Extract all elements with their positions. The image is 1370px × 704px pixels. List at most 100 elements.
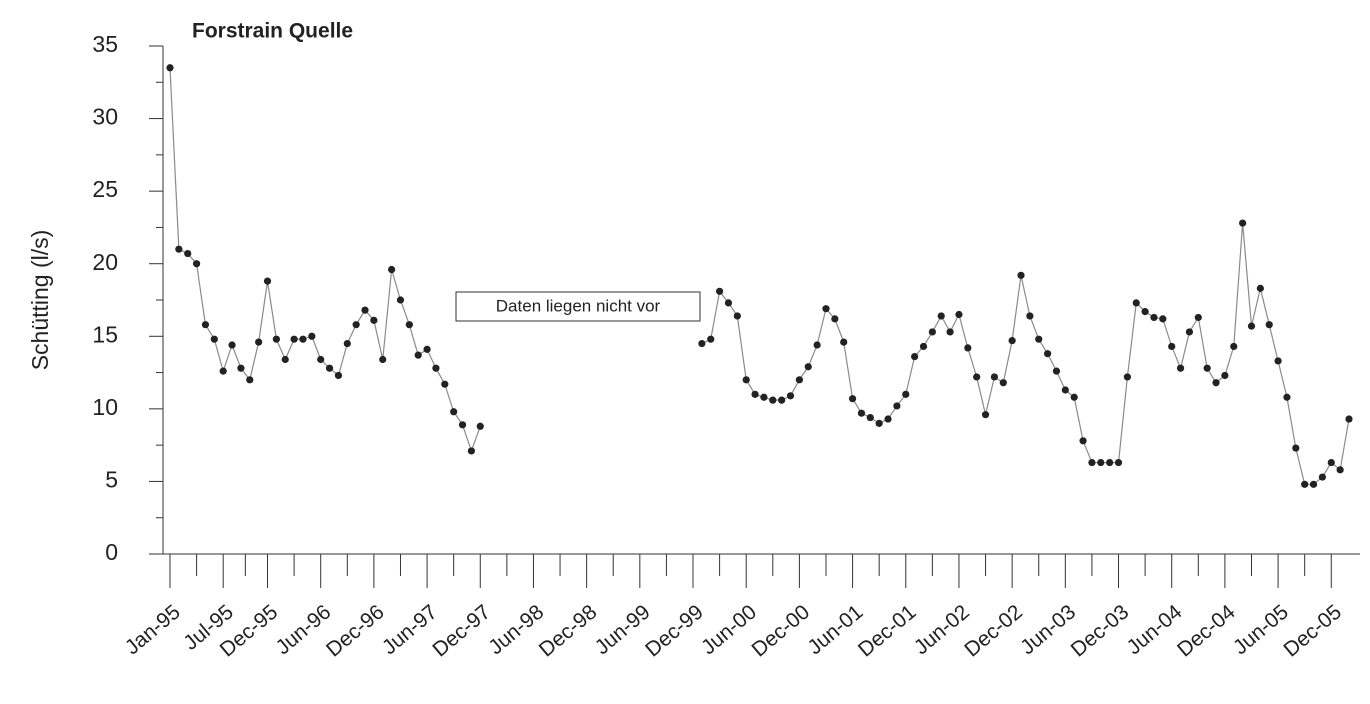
- data-point: [1239, 219, 1247, 227]
- data-point: [707, 335, 715, 343]
- data-point: [184, 249, 192, 258]
- data-point: [1345, 415, 1353, 423]
- data-point: [352, 321, 360, 329]
- annotation-box: [455, 291, 701, 322]
- data-point: [919, 342, 928, 351]
- data-point: [1079, 437, 1087, 445]
- x-tick-label: Jun-99: [591, 600, 655, 659]
- data-point: [1132, 299, 1140, 307]
- y-tick-label: 10: [92, 394, 118, 420]
- data-point: [1176, 364, 1185, 372]
- data-point: [450, 408, 458, 416]
- y-tick-label: 15: [92, 321, 118, 347]
- data-point: [219, 367, 227, 375]
- x-tick-label: Jun-96: [272, 600, 336, 659]
- x-tick-label: Jun-97: [378, 600, 442, 659]
- data-point: [795, 376, 803, 384]
- data-point: [263, 277, 272, 285]
- data-point: [325, 364, 334, 372]
- data-point: [432, 364, 440, 372]
- data-point: [388, 265, 396, 274]
- data-point: [1256, 284, 1264, 292]
- annotation: Daten liegen nicht vor: [496, 296, 661, 315]
- data-point: [1247, 322, 1256, 330]
- data-point: [1150, 313, 1158, 322]
- data-point: [698, 339, 706, 348]
- line: [169, 67, 1350, 485]
- data-point: [210, 335, 218, 343]
- y-axis-label: Schütting (l/s): [27, 230, 53, 371]
- data-point: [370, 316, 378, 324]
- data-point: [334, 371, 343, 380]
- data-point: [990, 373, 999, 381]
- x-tick-label: Jun-02: [910, 600, 974, 659]
- data-point: [175, 245, 183, 253]
- data-point: [467, 447, 475, 455]
- x-tick-label: Dec-96: [322, 600, 389, 661]
- data-point: [937, 312, 945, 320]
- data-point: [831, 315, 839, 323]
- data-point: [423, 345, 431, 353]
- data-point: [742, 376, 750, 384]
- data-point: [255, 338, 263, 346]
- data-point: [1114, 458, 1123, 467]
- data-point: [1327, 458, 1335, 467]
- data-point: [228, 341, 236, 349]
- data-point: [875, 419, 883, 427]
- data-point: [272, 335, 280, 343]
- data-point: [201, 321, 210, 329]
- data-point: [1274, 357, 1282, 365]
- data-point: [999, 379, 1007, 387]
- y-tick-label: 5: [105, 467, 118, 493]
- data-point: [1283, 393, 1291, 401]
- data-point: [237, 364, 245, 372]
- data-point: [1336, 466, 1344, 474]
- data-point: [760, 393, 768, 401]
- data-point: [973, 373, 981, 381]
- data-point: [1318, 473, 1327, 481]
- data-point: [317, 355, 325, 364]
- data-point: [822, 305, 830, 313]
- data-point: [964, 344, 972, 352]
- data-point: [946, 328, 954, 336]
- x-tick-label: Dec-05: [1279, 600, 1346, 661]
- data-point: [884, 415, 892, 423]
- x-tick-label: Jun-04: [1123, 600, 1187, 659]
- data-point: [902, 390, 910, 398]
- data-point: [290, 335, 298, 343]
- data-point: [1044, 350, 1052, 358]
- data-point: [1203, 364, 1211, 372]
- data-point: [458, 421, 467, 429]
- x-tick-label: Dec-04: [1173, 600, 1240, 661]
- data-point: [866, 413, 874, 422]
- data-point: [857, 409, 866, 417]
- x-tick-label: Jun-98: [484, 600, 548, 659]
- data-point: [1106, 458, 1114, 467]
- x-tick-label: Dec-01: [854, 600, 921, 661]
- data-point: [1035, 335, 1043, 343]
- x-tick-label: Dec-02: [960, 600, 1027, 661]
- data-point: [928, 328, 936, 336]
- y-tick-label: 0: [105, 539, 118, 565]
- data-point: [1088, 458, 1096, 467]
- data-point: [396, 296, 405, 304]
- data-point: [981, 411, 990, 419]
- data-point: [414, 351, 422, 359]
- y-tick-label: 35: [92, 31, 118, 57]
- x-tick-label: Jun-01: [803, 600, 867, 659]
- data-point: [1212, 379, 1220, 387]
- data-point: [1221, 371, 1229, 380]
- x-tick-label: Jan-95: [121, 600, 185, 659]
- data-point: [299, 335, 307, 343]
- data-point: [1168, 342, 1176, 351]
- chart-title: Forstrain Quelle: [192, 20, 353, 43]
- data-point: [1185, 328, 1194, 336]
- data-point: [1123, 373, 1131, 381]
- x-tick-label: Jun-05: [1229, 600, 1293, 659]
- data-point: [911, 353, 919, 361]
- data-point: [724, 299, 733, 307]
- data-point: [1097, 458, 1105, 467]
- data-point: [1052, 367, 1061, 375]
- data-point: [1194, 313, 1202, 322]
